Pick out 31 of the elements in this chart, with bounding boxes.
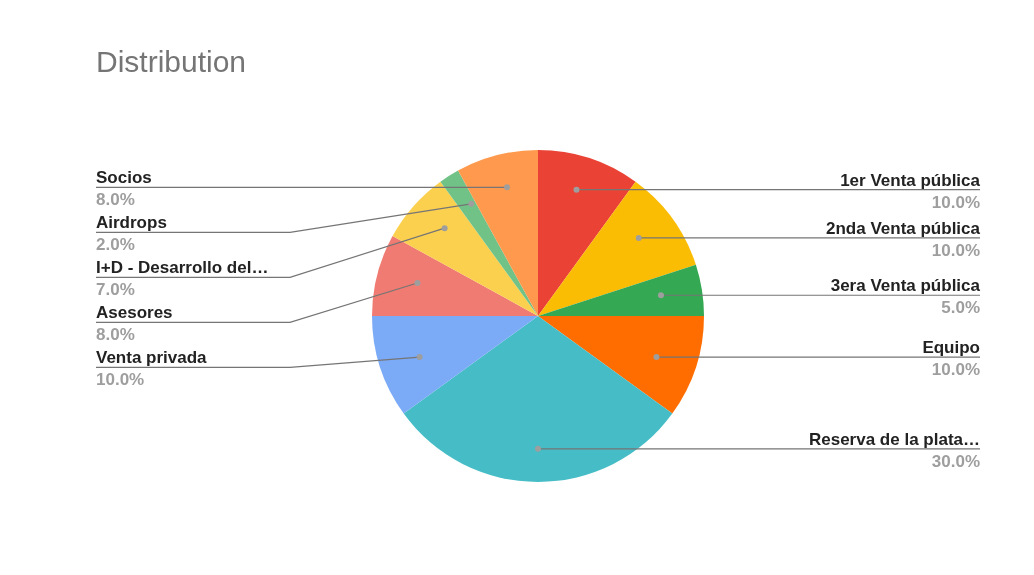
data-label: 8.0% [96,190,135,210]
pie-slice [538,316,704,414]
slice-label: Socios [96,168,152,188]
pie-slice [440,170,538,316]
pie-slice [538,264,704,316]
pie-slice [392,181,538,316]
pie-slice [372,316,538,414]
slice-label: Airdrops [96,213,167,233]
data-label: 10.0% [931,360,980,380]
slice-label: I+D - Desarrollo del… [96,258,269,278]
data-label: 10.0% [96,370,145,390]
data-label: 2.0% [96,235,135,255]
slice-label: Venta privada [96,348,208,368]
slice-label: 2nda Venta pública [826,218,981,238]
pie-slice [538,181,696,316]
data-label: 8.0% [96,325,135,345]
data-label: 10.0% [931,192,980,212]
chart-title: Distribution [96,45,247,78]
pie-slice [538,150,636,316]
pie-slice [458,150,538,316]
pie-slice [403,316,673,482]
data-label: 10.0% [931,240,980,260]
data-label: 30.0% [931,451,980,471]
data-label: 5.0% [941,298,980,318]
slice-label: 1er Venta pública [840,170,981,190]
slice-label: Equipo [922,338,980,358]
slice-label: Reserva de la plata… [808,429,980,449]
pie-slice [372,236,538,316]
slice-label: Asesores [96,303,173,323]
data-label: 7.0% [96,280,135,300]
slice-label: 3era Venta pública [830,276,981,296]
